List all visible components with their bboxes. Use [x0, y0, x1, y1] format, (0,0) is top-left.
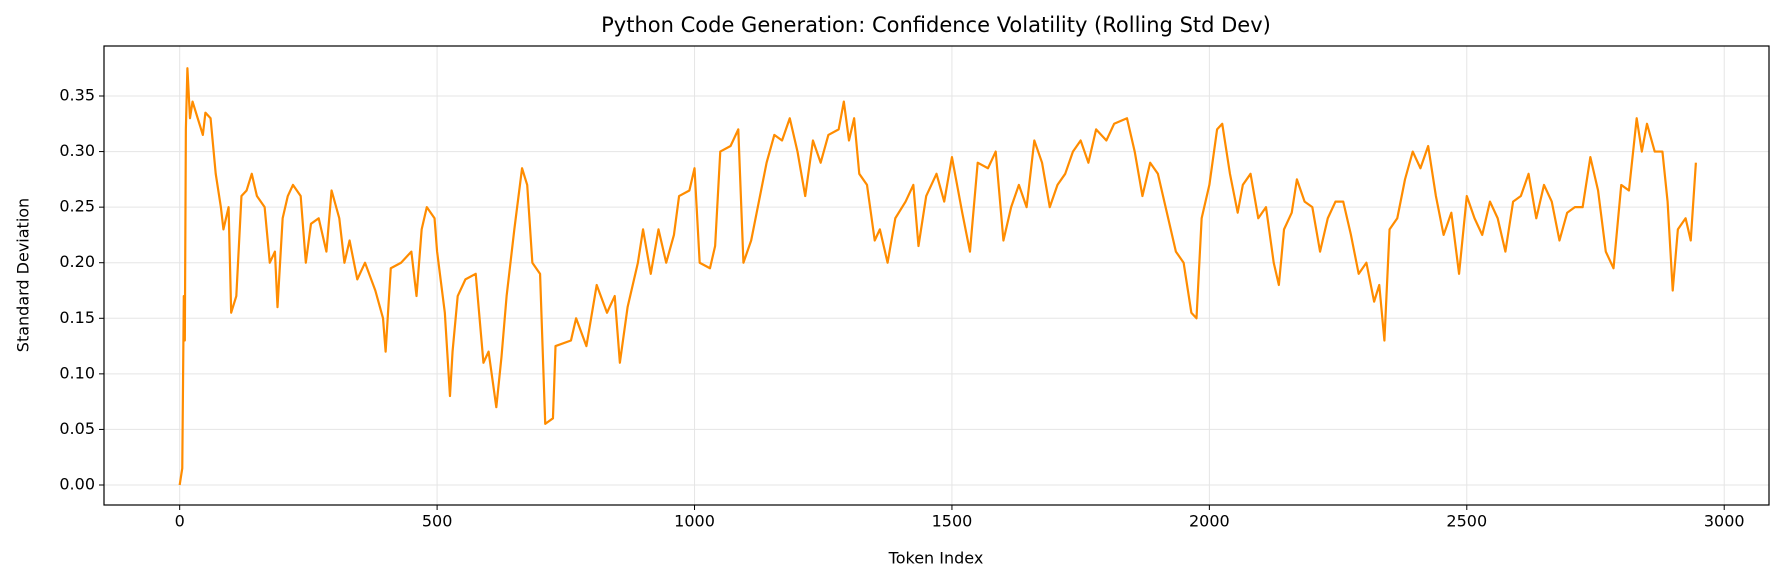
y-tick-label: 0.35 — [59, 86, 95, 105]
x-tick-label: 0 — [175, 512, 185, 531]
plot-frame — [103, 45, 1770, 506]
data-line — [178, 67, 1697, 486]
x-axis-label: Token Index — [888, 549, 984, 568]
x-tick-label: 1500 — [932, 512, 973, 531]
x-tick-label: 3000 — [1704, 512, 1745, 531]
x-tick-label: 2500 — [1446, 512, 1487, 531]
x-tick-label: 500 — [422, 512, 453, 531]
y-tick-label: 0.05 — [59, 419, 95, 438]
y-tick-label: 0.10 — [59, 363, 95, 382]
y-tick-label: 0.30 — [59, 141, 95, 160]
x-tick-label: 2000 — [1189, 512, 1230, 531]
y-tick-label: 0.25 — [59, 197, 95, 216]
y-tick-label: 0.15 — [59, 308, 95, 327]
y-tick-label: 0.00 — [59, 474, 95, 493]
chart-title: Python Code Generation: Confidence Volat… — [601, 13, 1271, 37]
x-tick-label: 1000 — [674, 512, 715, 531]
y-axis-label: Standard Deviation — [14, 198, 33, 352]
y-tick-label: 0.20 — [59, 252, 95, 271]
